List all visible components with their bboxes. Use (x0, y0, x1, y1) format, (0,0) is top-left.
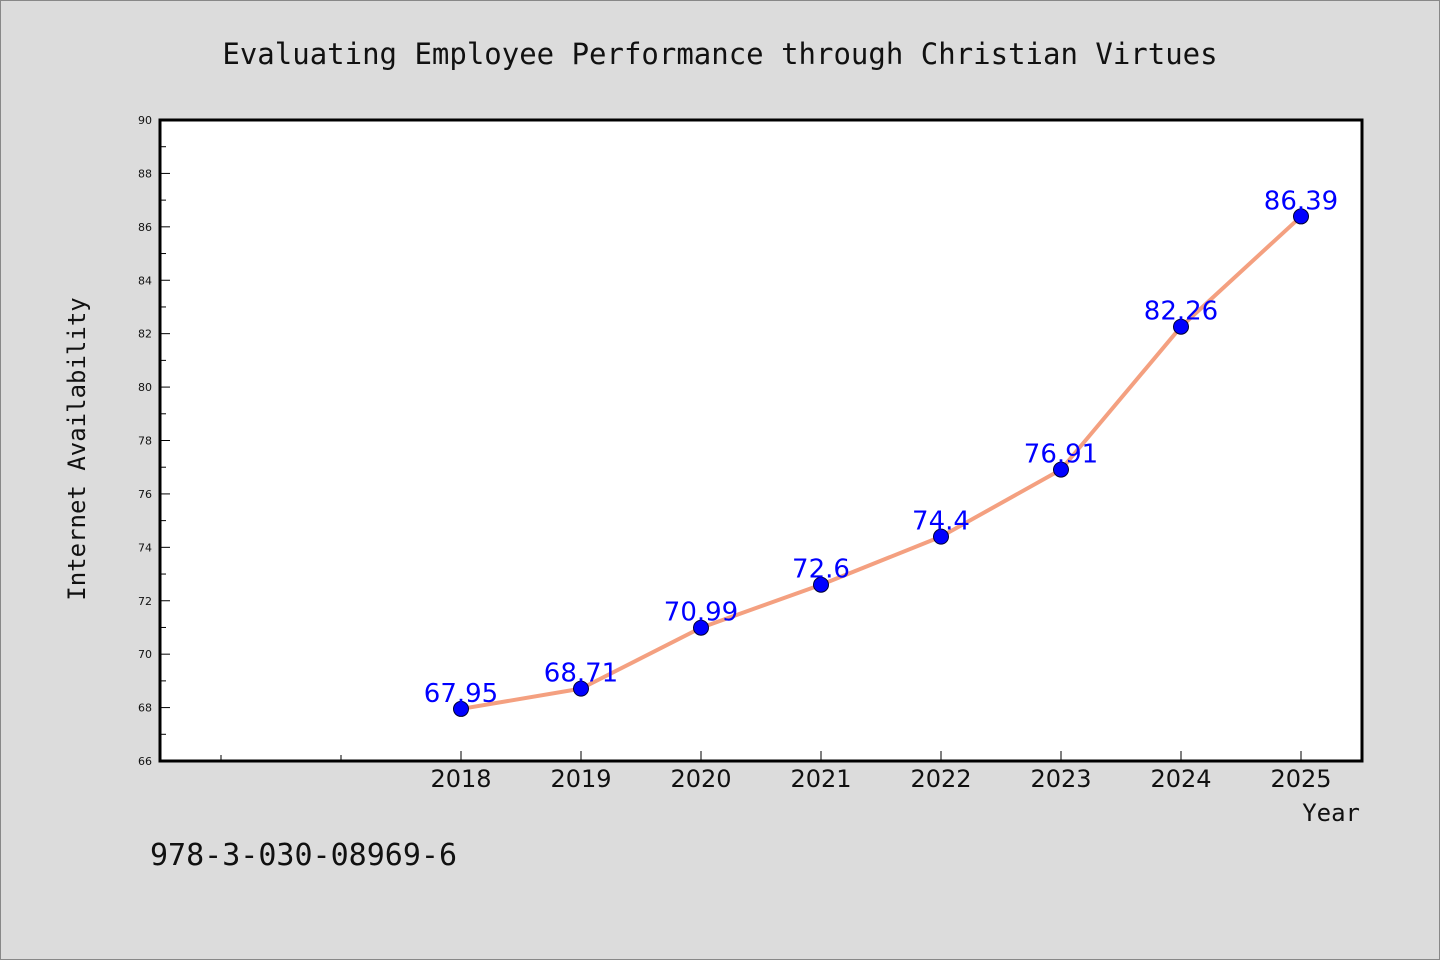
y-tick-label: 68 (138, 702, 152, 715)
x-tick-label: 2020 (670, 765, 731, 793)
isbn-footer: 978-3-030-08969-6 (150, 838, 457, 873)
data-label: 72.6 (792, 555, 850, 585)
x-axis: 2018 2019 2020 2021 2022 2023 2024 2025 (220, 751, 1332, 793)
y-tick-label: 76 (138, 488, 152, 501)
chart-title: Evaluating Employee Performance through … (222, 37, 1217, 71)
x-tick-label: 2019 (550, 765, 611, 793)
y-tick-label: 74 (138, 541, 152, 554)
y-tick-label: 86 (138, 221, 152, 234)
data-label: 68.71 (544, 659, 618, 689)
y-tick-label: 70 (138, 648, 152, 661)
x-tick-label: 2025 (1270, 765, 1331, 793)
data-label: 86.39 (1264, 186, 1338, 216)
x-axis-title: Year (1302, 799, 1360, 827)
y-tick-label: 84 (138, 274, 152, 287)
data-labels: 67.95 68.71 70.99 72.6 74.4 76.91 82.26 86.39 (424, 186, 1338, 709)
data-point (933, 528, 949, 545)
data-label: 67.95 (424, 679, 498, 709)
y-axis: 66 68 70 72 74 76 78 80 82 84 86 88 90 (138, 114, 170, 768)
plot-area (158, 118, 1364, 763)
data-label: 70.99 (664, 598, 738, 628)
data-point (453, 700, 469, 717)
data-point (693, 619, 709, 636)
y-tick-label: 80 (138, 381, 152, 394)
y-tick-label: 90 (138, 114, 152, 127)
data-label: 76.91 (1024, 440, 1098, 470)
data-point (573, 680, 589, 697)
data-label: 82.26 (1144, 297, 1218, 327)
x-tick-label: 2024 (1150, 765, 1211, 793)
y-tick-label: 82 (138, 328, 152, 341)
series-line (460, 214, 1303, 711)
x-tick-label: 2018 (430, 765, 491, 793)
data-point (1173, 318, 1189, 335)
data-point (1053, 461, 1069, 478)
data-label: 74.4 (912, 507, 970, 537)
data-markers (453, 208, 1309, 717)
data-point (1293, 208, 1309, 225)
y-tick-label: 88 (138, 167, 152, 180)
x-tick-label: 2023 (1030, 765, 1091, 793)
y-axis-title: Internet Availability (63, 297, 91, 600)
data-point (813, 576, 829, 593)
y-tick-label: 66 (138, 755, 152, 768)
y-tick-label: 72 (138, 595, 152, 608)
x-tick-label: 2021 (790, 765, 851, 793)
x-tick-label: 2022 (910, 765, 971, 793)
y-tick-label: 78 (138, 435, 152, 448)
